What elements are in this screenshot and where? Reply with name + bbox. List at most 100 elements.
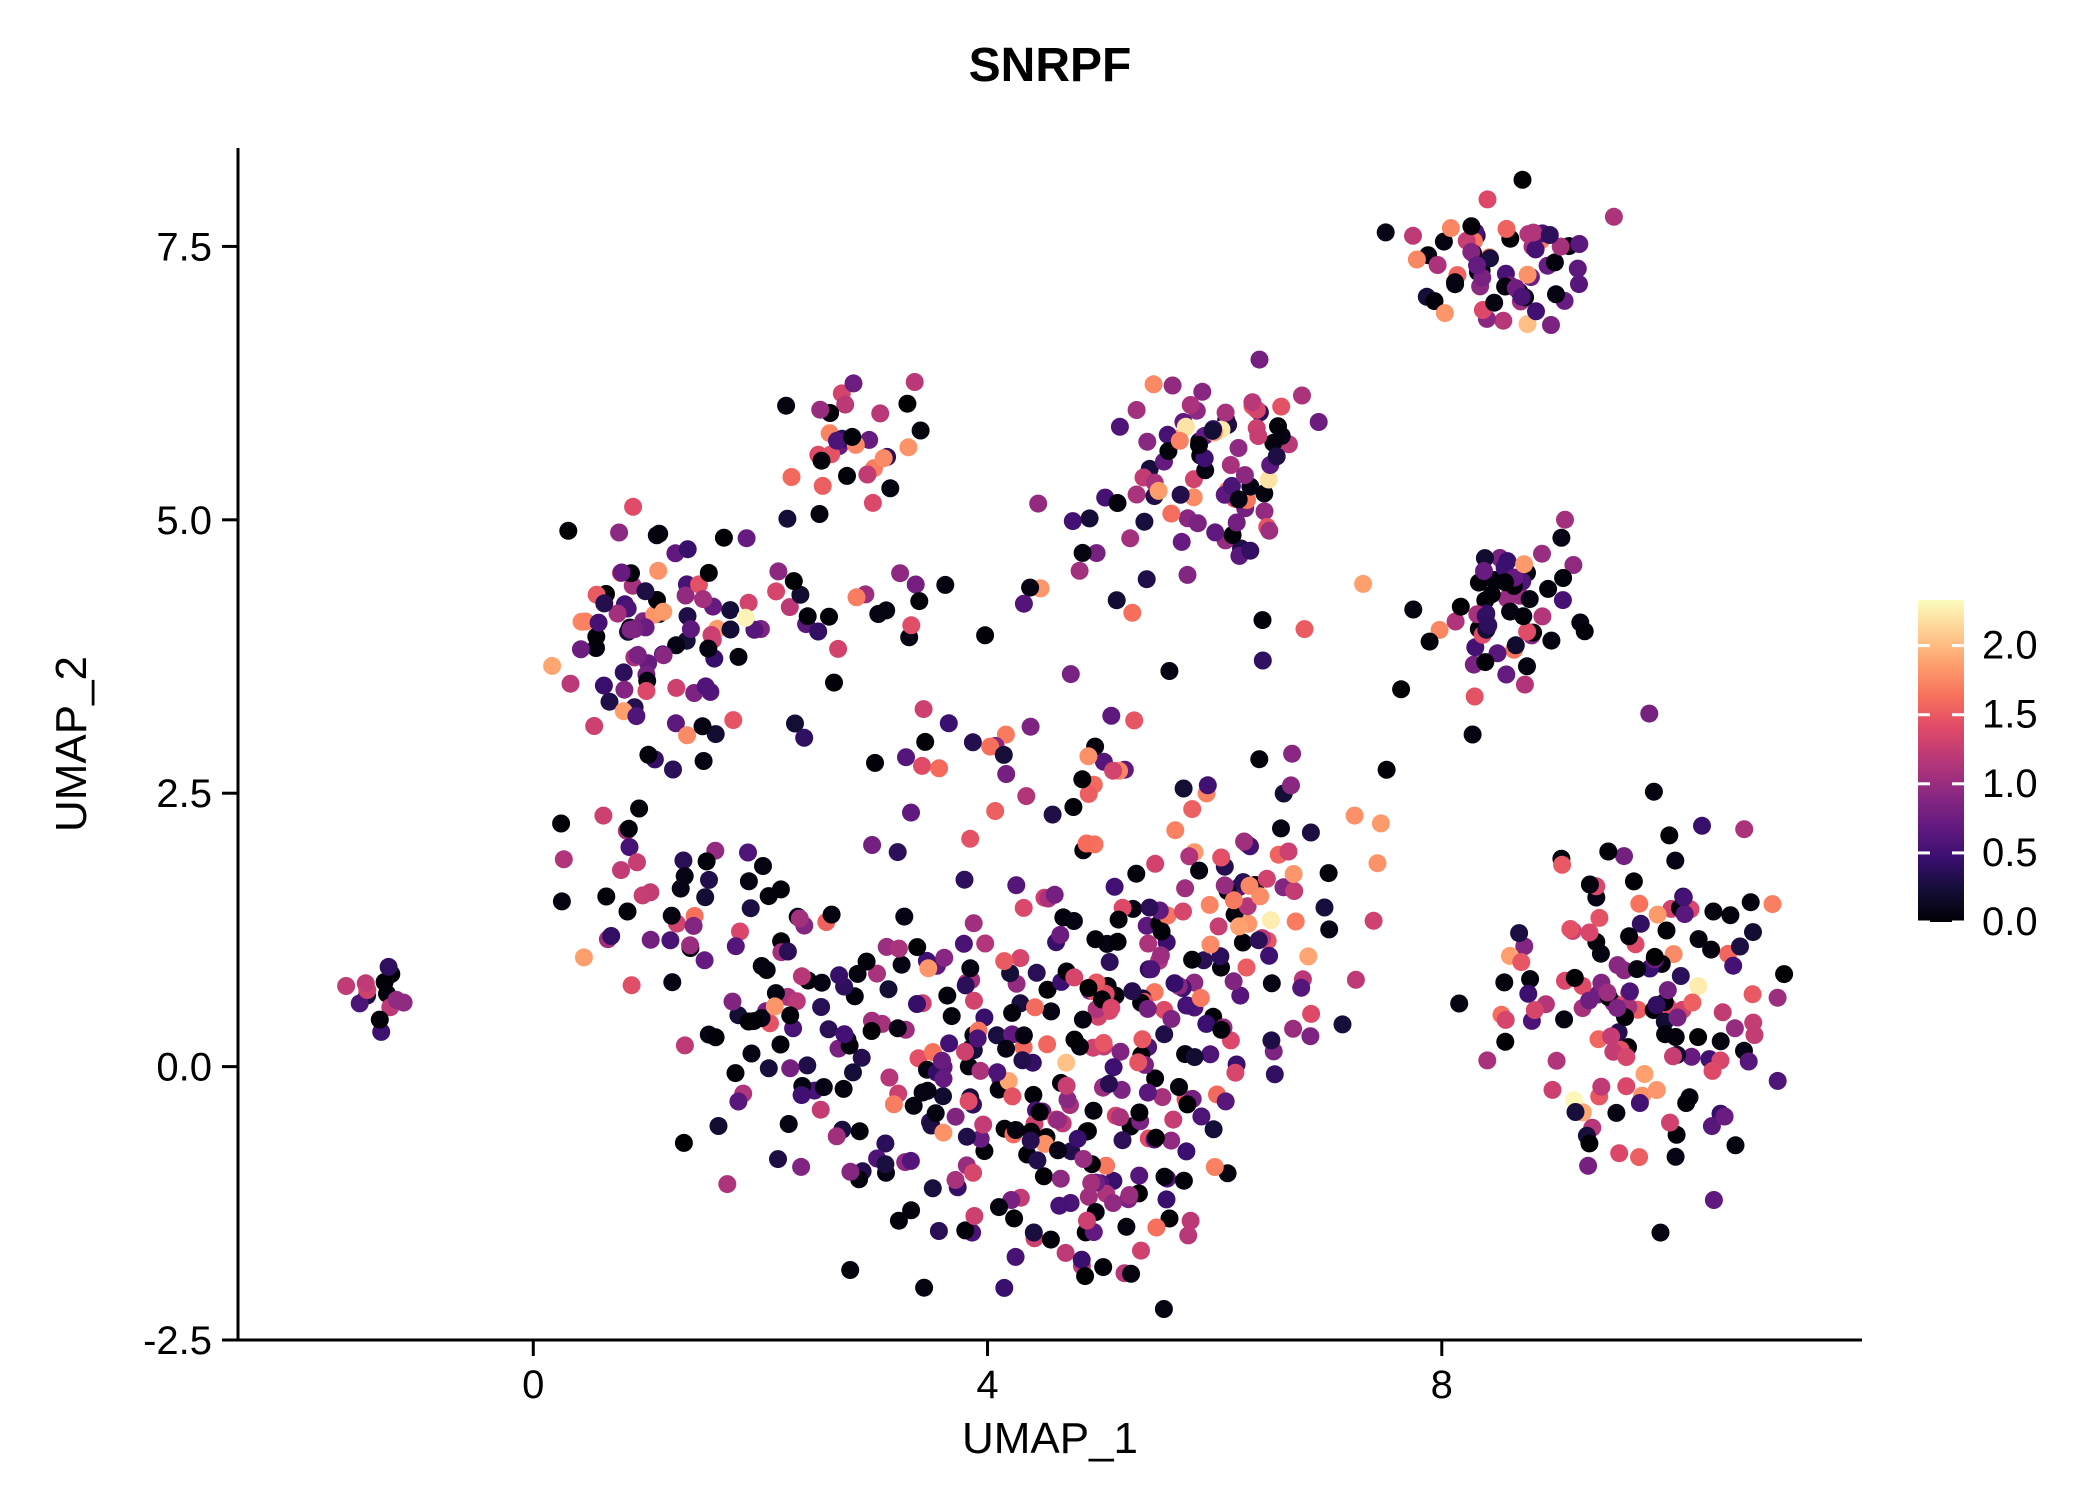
cell-point: [1164, 1110, 1183, 1129]
cell-point: [946, 1107, 965, 1126]
cell-point: [997, 765, 1016, 783]
cell-point: [1478, 190, 1497, 209]
cell-point: [1295, 620, 1314, 639]
cell-point: [1086, 930, 1105, 949]
cell-point: [1185, 1048, 1204, 1067]
cell-point: [1702, 940, 1721, 959]
cell-point: [1177, 1142, 1196, 1161]
cell-point: [1420, 632, 1439, 651]
cell-point: [1198, 776, 1217, 795]
cell-point: [963, 733, 982, 752]
cell-point: [1515, 675, 1534, 694]
plot-title: SNRPF: [968, 39, 1132, 92]
cell-point: [1543, 1080, 1562, 1099]
cell-point: [554, 850, 573, 869]
cell-point: [1192, 1107, 1211, 1126]
cell-point: [813, 476, 832, 495]
cell-point: [1262, 974, 1281, 993]
cell-point: [1519, 984, 1538, 1003]
cell-point: [1212, 1020, 1231, 1039]
cell-point: [1102, 998, 1121, 1017]
cell-point: [1073, 770, 1092, 789]
cell-point: [812, 973, 831, 992]
cell-point: [1647, 1081, 1666, 1099]
cell-point: [1768, 1071, 1787, 1090]
cell-point: [595, 594, 614, 613]
cell-point: [1524, 223, 1543, 242]
cell-point: [1094, 1258, 1113, 1277]
cell-point: [956, 976, 975, 995]
cell-point: [1235, 832, 1254, 851]
cell-point: [1123, 603, 1142, 622]
cell-point: [874, 449, 893, 468]
cell-point: [934, 1123, 953, 1142]
cell-point: [1190, 861, 1209, 880]
cell-point: [1683, 993, 1702, 1012]
cell-point: [681, 936, 700, 955]
cell-point: [1631, 914, 1650, 933]
cell-point: [694, 590, 713, 609]
cell-point: [936, 575, 955, 594]
cell-point: [1021, 1131, 1040, 1150]
cell-point: [1229, 490, 1248, 509]
cell-point: [1741, 893, 1760, 912]
cell-point: [1200, 895, 1219, 914]
cell-point: [1580, 1134, 1599, 1153]
cell-point: [933, 1051, 951, 1070]
cell-point: [702, 626, 721, 644]
cell-point: [1282, 776, 1300, 795]
cell-point: [737, 529, 756, 548]
cell-point: [987, 1026, 1006, 1045]
cell-point: [699, 639, 718, 658]
cell-point: [1138, 432, 1157, 451]
cell-point: [571, 640, 590, 659]
cell-point: [1518, 265, 1537, 284]
cell-point: [1043, 805, 1062, 824]
cell-point: [791, 585, 810, 604]
cell-point: [1647, 996, 1666, 1014]
cell-point: [862, 1022, 881, 1040]
cell-point: [1501, 602, 1520, 621]
cell-point: [1512, 953, 1531, 972]
cell-point: [1231, 986, 1250, 1005]
cell-point: [961, 829, 980, 848]
cell-point: [1241, 541, 1260, 560]
cell-point: [914, 700, 933, 719]
cell-point: [350, 994, 369, 1013]
cell-point: [876, 1134, 895, 1153]
cell-point: [1617, 1048, 1636, 1066]
cell-point: [986, 802, 1005, 820]
cell-point: [1006, 1247, 1025, 1266]
cell-point: [678, 726, 697, 745]
cell-point: [769, 1150, 787, 1169]
cell-point: [915, 1278, 934, 1297]
cell-point: [892, 955, 911, 974]
cell-point: [1179, 1226, 1198, 1245]
cell-point: [1079, 979, 1098, 997]
cell-point: [1404, 600, 1423, 619]
cell-point: [1005, 1209, 1024, 1228]
cell-point: [1689, 977, 1708, 996]
cell-point: [1264, 433, 1283, 452]
cell-point: [621, 620, 640, 639]
cell-point: [1147, 1218, 1166, 1237]
cell-point: [1215, 876, 1234, 895]
cell-point: [1130, 1103, 1149, 1122]
cell-point: [935, 948, 954, 967]
cell-point: [1221, 456, 1240, 474]
cell-point: [857, 952, 876, 971]
cell-point: [1377, 760, 1396, 779]
cell-point: [1183, 950, 1202, 969]
cell-point: [956, 1221, 975, 1240]
cell-point: [782, 468, 801, 486]
cell-point: [901, 1151, 920, 1170]
cell-point: [1715, 1107, 1734, 1126]
cell-point: [834, 1079, 853, 1098]
cell-point: [866, 753, 884, 772]
cell-point: [1744, 923, 1762, 942]
cell-point: [1704, 902, 1723, 921]
cell-point: [780, 598, 799, 617]
cell-point: [1604, 207, 1623, 226]
cell-point: [1265, 1065, 1284, 1084]
